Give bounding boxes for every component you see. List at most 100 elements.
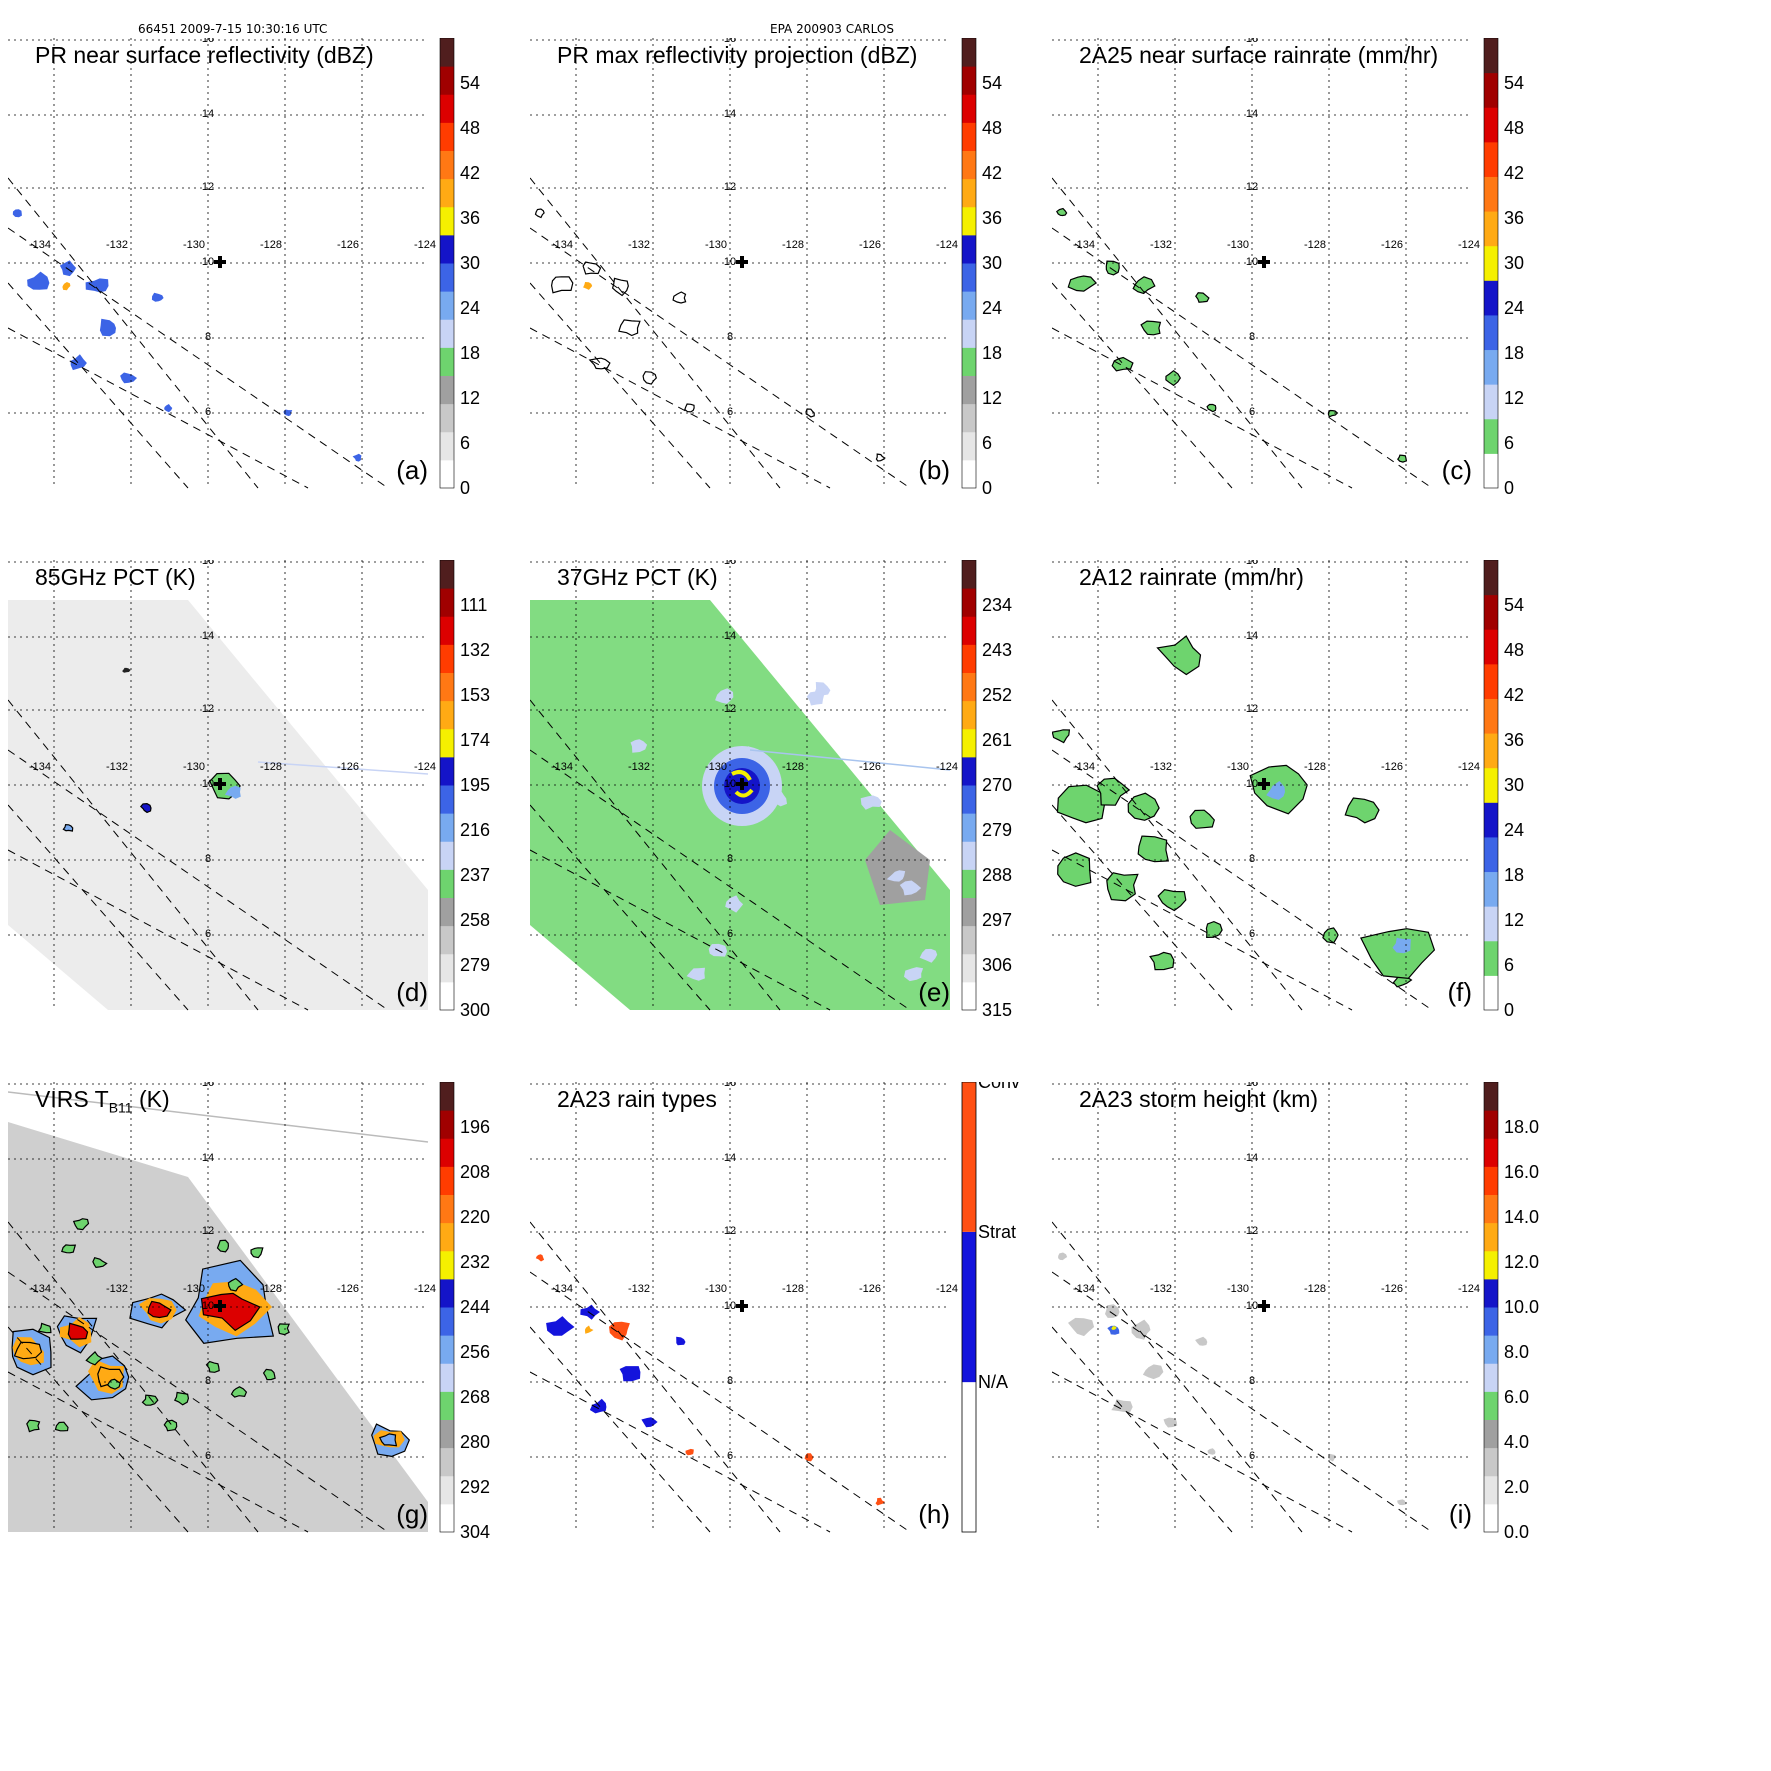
colorbar-segment bbox=[962, 150, 976, 180]
cloud-fragment bbox=[85, 1350, 104, 1366]
panel-h-plot: 16 14 12 10 8 6 -134 -132 -130 -128 -126 -124 N/A Str… bbox=[530, 1082, 1020, 1533]
sensor-swath bbox=[8, 600, 428, 1010]
lon-label: -132 bbox=[106, 239, 128, 251]
swath-edge bbox=[8, 282, 189, 489]
rain-cell bbox=[684, 403, 695, 413]
colorbar-segment bbox=[1484, 1335, 1498, 1364]
swath-edge bbox=[1052, 1221, 1303, 1533]
lon-label: -124 bbox=[936, 761, 958, 773]
colorbar-segment bbox=[440, 588, 454, 617]
colorbar-segment bbox=[962, 588, 976, 617]
colorbar-label: 196 bbox=[460, 1117, 490, 1137]
colorbar-label: 48 bbox=[460, 118, 480, 138]
colorbar-segment bbox=[1484, 245, 1498, 281]
panel-i: 16 14 12 10 8 6 -134 -132 -130 -128 -126 -124 0.0 2.0… bbox=[1052, 1082, 1612, 1642]
colorbar-label: 4.0 bbox=[1504, 1432, 1529, 1452]
swath-edge bbox=[8, 227, 389, 489]
low-pct-patch bbox=[715, 688, 734, 704]
colorbar-segment bbox=[962, 234, 976, 264]
rain-cell bbox=[1205, 920, 1223, 939]
colorbar-label: 304 bbox=[460, 1522, 490, 1542]
lon-label: -126 bbox=[1381, 1283, 1403, 1295]
swath-edge bbox=[8, 327, 309, 489]
swath-edge bbox=[8, 1271, 389, 1533]
lat-label: 16 bbox=[1246, 38, 1258, 45]
panel-g-plot: 16 14 12 10 8 6 -134 -132 -130 -128 -126 -124 304 292… bbox=[8, 1082, 490, 1542]
lat-label: 6 bbox=[1249, 1450, 1255, 1462]
storm-center-icon bbox=[1258, 778, 1270, 790]
swath-edge bbox=[8, 804, 189, 1011]
panel-title-sub: B11 bbox=[108, 1099, 133, 1116]
lat-label: 16 bbox=[202, 38, 214, 45]
swath-edge bbox=[530, 282, 711, 489]
rain-cell bbox=[1207, 1448, 1216, 1455]
rain-cell bbox=[1206, 403, 1217, 413]
rain-cell bbox=[1189, 809, 1215, 829]
colorbar-label: Conv bbox=[978, 1082, 1020, 1092]
storm-header: EPA 200903 CARLOS bbox=[770, 22, 894, 36]
lat-label: 14 bbox=[202, 630, 214, 642]
rain-cell bbox=[875, 453, 886, 462]
colorbar-label: 0 bbox=[1504, 478, 1514, 498]
swath-edge bbox=[530, 749, 911, 1011]
colorbar-label: 0 bbox=[1504, 1000, 1514, 1020]
low-pct-patch bbox=[860, 795, 882, 810]
panel-h: 16 14 12 10 8 6 -134 -132 -130 -128 -126 -124 N/A Str… bbox=[530, 1082, 1090, 1642]
colorbar-label: 12 bbox=[1504, 910, 1524, 930]
colorbar-label: 234 bbox=[982, 595, 1012, 615]
colorbar-segment bbox=[440, 347, 454, 376]
lat-label: 12 bbox=[724, 181, 736, 193]
colorbar-label: 12 bbox=[982, 388, 1002, 408]
rain-field-core bbox=[1266, 781, 1285, 800]
lat-label: 10 bbox=[202, 256, 214, 268]
colorbar-label: 279 bbox=[460, 955, 490, 975]
lat-label: 8 bbox=[727, 853, 733, 865]
lon-label: -126 bbox=[337, 1283, 359, 1295]
colorbar-segment bbox=[962, 672, 976, 702]
tall-echo-core bbox=[1111, 1326, 1117, 1330]
lon-label: -128 bbox=[1304, 239, 1326, 251]
lon-label: -132 bbox=[106, 1283, 128, 1295]
panel-e: 16 14 12 10 8 6 -134 -132 -130 -128 -126 -124 315 306… bbox=[530, 560, 1090, 1120]
lat-label: 6 bbox=[1249, 928, 1255, 940]
panel-letter: (c) bbox=[1441, 455, 1472, 485]
cloud-fragment bbox=[250, 1247, 264, 1259]
colorbar-segment bbox=[440, 1278, 454, 1308]
colorbar-label: 42 bbox=[1504, 163, 1524, 183]
colorbar-segment bbox=[1484, 940, 1498, 976]
colorbar-segment bbox=[440, 785, 454, 814]
colorbar-segment bbox=[962, 869, 976, 898]
swath-edge bbox=[8, 849, 309, 1011]
colorbar-label: 24 bbox=[1504, 298, 1524, 318]
lat-label: 8 bbox=[205, 853, 211, 865]
storm-center-icon bbox=[214, 256, 226, 268]
lon-label: -128 bbox=[260, 1283, 282, 1295]
rain-cell bbox=[1157, 889, 1187, 912]
lon-label: -130 bbox=[705, 761, 727, 773]
colorbar-segment bbox=[440, 1222, 454, 1252]
panel-d-plot: 16 14 12 10 8 6 -134 -132 -130 -128 -126 -124 300 279… bbox=[8, 560, 490, 1020]
colorbar-label: 48 bbox=[1504, 640, 1524, 660]
panel-letter: (i) bbox=[1448, 1499, 1472, 1529]
colorbar-segment bbox=[440, 1363, 454, 1392]
colorbar-segment bbox=[1484, 349, 1498, 385]
colorbar-label: 280 bbox=[460, 1432, 490, 1452]
panel-title: 2A23 storm height (km) bbox=[1079, 1086, 1319, 1112]
panel-letter: (h) bbox=[918, 1499, 950, 1529]
swath-edge bbox=[8, 177, 259, 489]
lat-label: 16 bbox=[724, 38, 736, 45]
intense-core bbox=[583, 282, 593, 290]
colorbar-segment bbox=[440, 560, 454, 589]
rain-cell bbox=[1328, 1453, 1336, 1462]
colorbar-label: 42 bbox=[1504, 685, 1524, 705]
colorbar-segment bbox=[440, 1082, 454, 1111]
lat-label: 12 bbox=[202, 181, 214, 193]
colorbar-segment bbox=[1484, 594, 1498, 630]
lat-label: 6 bbox=[727, 406, 733, 418]
colorbar-segment bbox=[1484, 418, 1498, 454]
cloud-fragment bbox=[173, 1391, 190, 1406]
colorbar-label: 36 bbox=[1504, 208, 1524, 228]
colorbar-segment bbox=[962, 94, 976, 123]
colorbar-segment bbox=[440, 1447, 454, 1477]
lon-label: -130 bbox=[1227, 1283, 1249, 1295]
